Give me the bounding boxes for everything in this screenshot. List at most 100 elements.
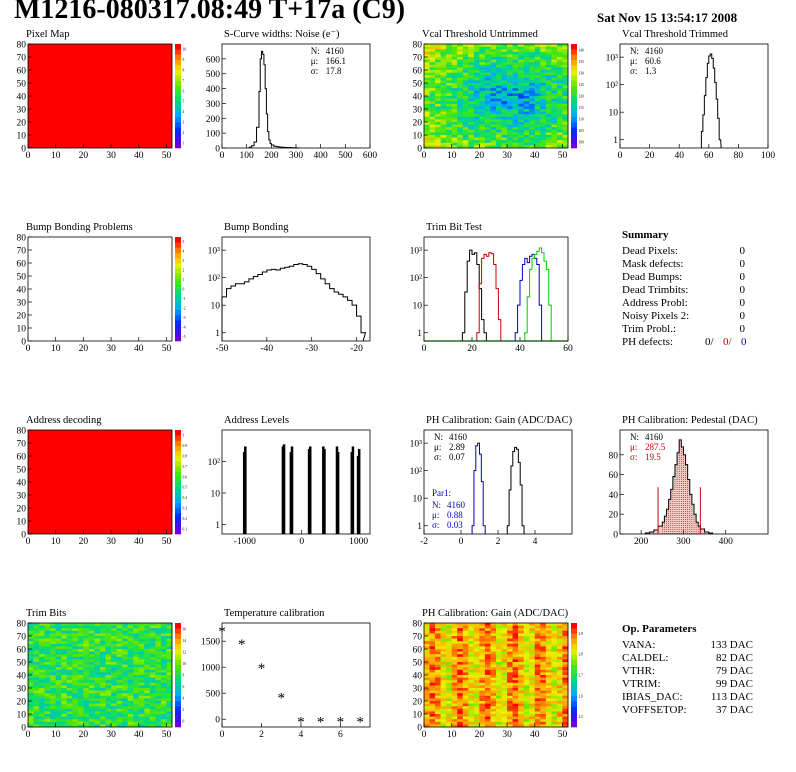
heatmap-cell bbox=[473, 669, 480, 673]
heatmap-cell bbox=[507, 724, 513, 728]
heatmap-cell bbox=[33, 625, 40, 629]
heatmap-cell bbox=[451, 667, 458, 671]
heatmap-cell bbox=[523, 685, 530, 689]
heatmap-cell bbox=[529, 62, 536, 66]
heatmap-cell bbox=[518, 119, 524, 123]
heatmap-cell bbox=[149, 628, 156, 632]
heatmap-cell bbox=[496, 628, 502, 632]
heatmap-cell bbox=[540, 140, 547, 144]
heatmap-cell bbox=[468, 93, 475, 97]
palette-swatch bbox=[571, 721, 577, 728]
heatmap-cell bbox=[61, 638, 68, 642]
heatmap-cell bbox=[446, 67, 452, 71]
heatmap-cell bbox=[468, 116, 475, 120]
heatmap-cell bbox=[556, 88, 563, 92]
heatmap-cell bbox=[451, 44, 458, 47]
heatmap-cell bbox=[479, 721, 486, 725]
heatmap-cell bbox=[512, 685, 519, 689]
heatmap-cell bbox=[94, 690, 101, 694]
heatmap-cell bbox=[446, 72, 452, 76]
heatmap-cell bbox=[424, 77, 430, 81]
heatmap-cell bbox=[484, 96, 491, 99]
heatmap-cell bbox=[512, 643, 519, 647]
heatmap-cell bbox=[457, 59, 464, 63]
heatmap-cell bbox=[133, 714, 140, 717]
heatmap-cell bbox=[479, 122, 486, 125]
x-tick-label: 20 bbox=[645, 151, 655, 161]
heatmap-cell bbox=[562, 44, 569, 47]
heatmap-cell bbox=[33, 701, 40, 704]
heatmap-cell bbox=[512, 62, 519, 66]
heatmap-cell bbox=[451, 98, 458, 102]
heatmap-cell bbox=[490, 719, 497, 723]
palette-tick-label: 0.8 bbox=[183, 455, 188, 459]
heatmap-cell bbox=[523, 690, 530, 694]
heatmap-cell bbox=[556, 72, 563, 76]
heatmap-cell bbox=[545, 669, 552, 673]
heatmap-cell bbox=[545, 680, 552, 684]
heatmap-cell bbox=[429, 701, 436, 704]
heatmap-cell bbox=[111, 698, 117, 702]
palette-swatch bbox=[175, 54, 181, 60]
heatmap-cell bbox=[440, 685, 447, 689]
heatmap-cell bbox=[496, 714, 502, 717]
x-tick-label: 500 bbox=[338, 151, 353, 161]
heatmap-cell bbox=[116, 643, 123, 647]
heatmap-cell bbox=[484, 88, 491, 92]
heatmap-cell bbox=[529, 685, 536, 689]
heatmap-cell bbox=[490, 109, 497, 112]
heatmap-cell bbox=[507, 677, 513, 681]
heatmap-cell bbox=[490, 623, 497, 626]
palette-tick-label: -1 bbox=[183, 297, 186, 301]
heatmap-cell bbox=[83, 714, 90, 717]
heatmap-cell bbox=[44, 708, 51, 712]
palette-tick-label: 0.7 bbox=[183, 465, 188, 469]
palette-tick-label: 115 bbox=[579, 106, 584, 110]
palette-swatch bbox=[175, 669, 181, 676]
heatmap-cell bbox=[122, 682, 128, 686]
palette-swatch bbox=[571, 716, 577, 723]
heatmap-cell bbox=[55, 667, 62, 671]
heatmap-cell bbox=[446, 80, 452, 84]
heatmap-cell bbox=[462, 106, 469, 110]
palette-swatch bbox=[571, 685, 577, 691]
heatmap-cell bbox=[160, 685, 167, 689]
palette-swatch bbox=[175, 502, 181, 509]
heatmap-cell bbox=[473, 682, 480, 686]
heatmap-cell bbox=[462, 693, 469, 697]
heatmap-cell bbox=[462, 646, 469, 650]
heatmap-cell bbox=[429, 703, 436, 707]
palette-swatch bbox=[175, 711, 181, 717]
heatmap-cell bbox=[446, 132, 452, 136]
heatmap-cell bbox=[149, 724, 156, 728]
heatmap-cell bbox=[429, 85, 436, 89]
heatmap-cell bbox=[562, 628, 569, 632]
heatmap-cell bbox=[468, 132, 475, 136]
heatmap-cell bbox=[518, 70, 524, 73]
heatmap-cell bbox=[473, 646, 480, 650]
temperature-point: * bbox=[277, 690, 285, 706]
heatmap-cell bbox=[496, 698, 502, 702]
heatmap-cell bbox=[66, 690, 73, 694]
x-tick-label: 50 bbox=[162, 537, 172, 547]
heatmap-cell bbox=[529, 64, 536, 68]
heatmap-cell bbox=[562, 70, 569, 73]
palette-swatch bbox=[175, 476, 181, 483]
heatmap-cell bbox=[562, 667, 569, 671]
heatmap-cell bbox=[540, 664, 547, 668]
palette-swatch bbox=[175, 237, 181, 243]
palette-swatch bbox=[175, 721, 181, 728]
heatmap-cell bbox=[468, 698, 475, 702]
heatmap-cell bbox=[484, 111, 491, 115]
heatmap-cell bbox=[457, 695, 464, 699]
heatmap-cell bbox=[138, 628, 145, 632]
heatmap-cell bbox=[462, 701, 469, 704]
heatmap-cell bbox=[484, 623, 491, 626]
heatmap-cell bbox=[518, 654, 524, 658]
heatmap-cell bbox=[28, 656, 34, 660]
heatmap-cell bbox=[484, 708, 491, 712]
y-tick-label: 70 bbox=[17, 440, 27, 450]
heatmap-cell bbox=[72, 690, 79, 694]
heatmap-cell bbox=[523, 669, 530, 673]
